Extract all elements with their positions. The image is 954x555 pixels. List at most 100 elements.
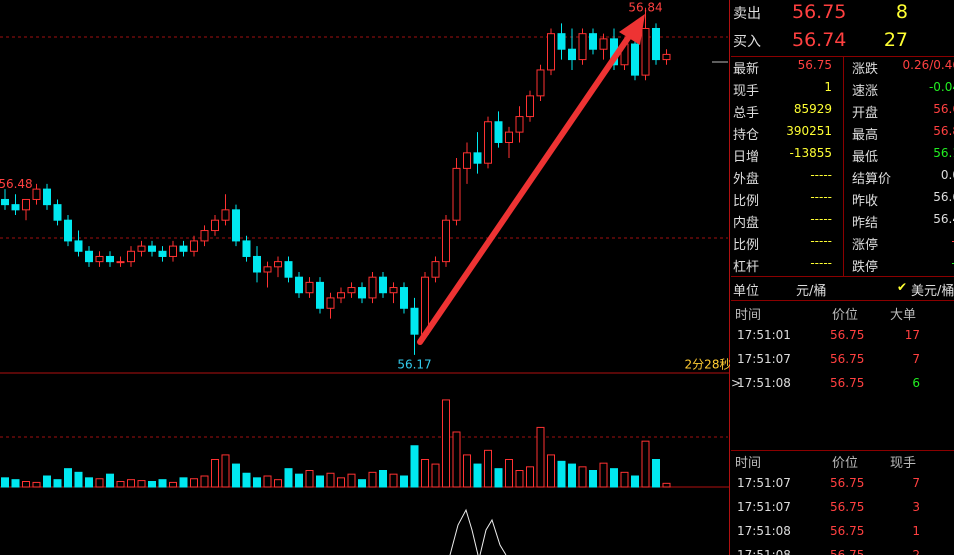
candle-body	[53, 204, 62, 221]
volume-bar	[652, 459, 660, 488]
trade-time: 17:51:08	[737, 376, 791, 390]
candle-body	[74, 240, 83, 252]
candle-body	[358, 287, 366, 299]
volume-bar	[116, 481, 125, 488]
candle-body	[43, 188, 51, 206]
candle-body	[221, 209, 230, 221]
candle-body	[652, 27, 660, 61]
volume-bar	[389, 473, 398, 488]
volume-bar	[169, 481, 177, 488]
candle-body	[22, 198, 30, 211]
volume-bar	[358, 479, 366, 488]
stat-value: 0.26/0.46	[902, 58, 954, 72]
candle-body	[379, 276, 387, 294]
volume-bar	[263, 475, 272, 488]
separator	[731, 300, 954, 301]
stat-value: -----	[810, 256, 832, 270]
candle-body	[305, 281, 314, 294]
candle-body	[127, 250, 135, 263]
stat-value: 56.6	[933, 102, 954, 116]
volume-bar	[599, 462, 608, 488]
volume-bar	[526, 466, 534, 488]
volume-bar	[316, 475, 324, 488]
quote-price: 56.74	[792, 29, 847, 51]
trade-price: 56.75	[830, 352, 865, 366]
stat-value: 56.4	[933, 212, 954, 226]
volume-bar	[421, 459, 429, 488]
candle-body	[32, 188, 41, 200]
volume-bar	[463, 454, 471, 488]
volume-bar	[641, 440, 650, 488]
stat-label: 最高	[852, 128, 879, 143]
candle-body	[190, 240, 198, 252]
indicator-line	[449, 508, 507, 555]
trade-time: 17:51:01	[737, 328, 791, 342]
volume-bar	[368, 471, 377, 488]
volume-bar	[536, 426, 545, 488]
volume-bar	[85, 477, 93, 488]
candle-body	[494, 121, 503, 143]
volume-bar	[400, 475, 408, 488]
stat-label: 开盘	[852, 106, 879, 121]
candle-body	[515, 116, 524, 133]
candle-body	[169, 245, 177, 257]
stat-value: 56.1	[933, 146, 954, 160]
separator	[731, 450, 954, 451]
col-header: 现手	[890, 456, 917, 471]
stat-value: 85929	[793, 102, 832, 116]
trade-time: 17:51:08	[737, 524, 791, 538]
volume-bar	[211, 459, 219, 488]
quote-label: 买入	[733, 34, 761, 50]
volume-bar	[589, 470, 597, 488]
quote-qty: 8	[895, 1, 908, 23]
trade-qty: 3	[912, 500, 920, 514]
unit-label: 单位	[733, 284, 760, 299]
candle-body	[95, 255, 104, 263]
volume-bar	[190, 478, 198, 488]
trade-time: 17:51:07	[737, 352, 791, 366]
candle-body	[631, 43, 639, 76]
candle-body	[473, 152, 482, 164]
candle-body	[505, 131, 513, 143]
volume-bar	[347, 473, 356, 488]
volume-bar	[452, 431, 461, 488]
timer: 2分28秒	[685, 358, 730, 372]
candle-body	[253, 255, 261, 273]
trade-qty: 1	[912, 524, 920, 538]
low-label: 56.17	[397, 357, 431, 371]
quote-price: 56.75	[792, 1, 847, 23]
arrow-head	[619, 14, 645, 45]
candle-body	[662, 53, 671, 61]
candle-body	[179, 245, 188, 252]
volume-bar	[32, 481, 41, 488]
volume-bar	[295, 473, 303, 488]
trade-price: 56.75	[830, 476, 865, 490]
volume-bar	[515, 470, 524, 488]
candle-body	[400, 287, 408, 309]
volume-bar	[95, 478, 104, 488]
trade-qty: 2	[912, 548, 920, 555]
volume-bar	[557, 460, 566, 488]
volume-bar	[610, 468, 618, 488]
unit-check: ✔	[897, 280, 908, 294]
stat-label: 最低	[852, 150, 879, 165]
stat-label: 内盘	[733, 216, 760, 231]
volume-bar	[305, 470, 314, 488]
col-header: 价位	[832, 308, 859, 323]
candle-body	[11, 204, 20, 211]
trade-time: 17:51:08	[737, 548, 791, 555]
stat-value: -----	[810, 168, 832, 182]
candle-body	[106, 255, 114, 263]
volume-bar	[64, 468, 72, 488]
candle-body	[389, 287, 398, 294]
quote-qty: 27	[883, 29, 908, 51]
volume-bar	[505, 459, 513, 488]
volume-bar	[148, 481, 156, 488]
volume-bar	[379, 470, 387, 488]
stat-label: 杠杆	[733, 260, 760, 275]
volume-bar	[473, 463, 482, 488]
candle-body	[463, 152, 471, 169]
trade-qty: 17	[904, 328, 920, 342]
stat-value: 56.8	[933, 124, 954, 138]
stat-label: 速涨	[852, 84, 879, 99]
